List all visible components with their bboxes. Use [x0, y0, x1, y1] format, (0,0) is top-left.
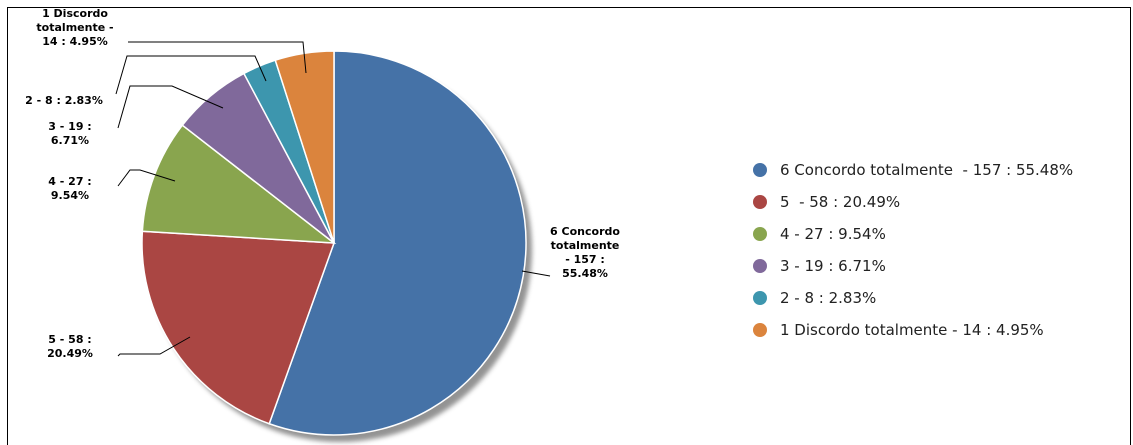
callout-label-3: 4 - 27 :9.54%: [48, 175, 91, 202]
pie-slices: [141, 50, 527, 436]
legend-marker-4: [753, 259, 767, 273]
callout-labels: 6 Concordo totalmente - 157 :55.48% 5 - 58 …: [25, 7, 620, 360]
callout-label-1: 6 Concordo totalmente - 157 :55.48%: [550, 225, 620, 280]
legend-label-2: 5 - 58 : 20.49%: [780, 193, 900, 211]
callout-line-5: [115, 55, 267, 95]
pie-slice-3: [141, 124, 337, 244]
legend-label-6: 1 Discordo totalmente - 14 : 4.95%: [780, 321, 1044, 339]
legend-marker-3: [753, 227, 767, 241]
callout-line-2: [117, 336, 191, 357]
legend-marker-1: [753, 163, 767, 177]
callout-label-4: 3 - 19 :6.71%: [48, 120, 91, 147]
legend-marker-2: [753, 195, 767, 209]
legend-label-5: 2 - 8 : 2.83%: [780, 289, 876, 307]
legend-label-1: 6 Concordo totalmente - 157 : 55.48%: [780, 161, 1073, 179]
legend-marker-5: [753, 291, 767, 305]
legend-marker-6: [753, 323, 767, 337]
callout-line-6: [128, 41, 307, 74]
callout-line-1: [521, 270, 551, 277]
callout-line-3: [117, 169, 176, 187]
legend-label-4: 3 - 19 : 6.71%: [780, 257, 886, 275]
legend: 6 Concordo totalmente - 157 : 55.48% 5 - …: [753, 161, 1073, 339]
callout-label-6: 1 Discordo totalmente -14 : 4.95%: [36, 7, 113, 48]
pie-slice-2: [141, 230, 336, 425]
pie-slice-1: [268, 50, 527, 436]
callout-label-2: 5 - 58 :20.49%: [47, 333, 93, 360]
callout-line-4: [117, 85, 224, 129]
callout-label-5: 2 - 8 : 2.83%: [25, 94, 103, 107]
legend-label-3: 4 - 27 : 9.54%: [780, 225, 886, 243]
